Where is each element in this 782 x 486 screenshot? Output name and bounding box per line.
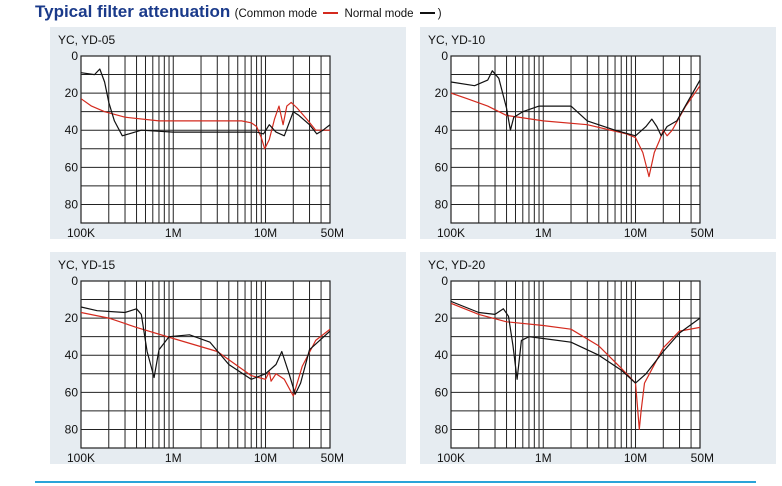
x-tick-label: 50M [321,451,344,464]
chart-panel: YC, YD-10 0 20 40 60 80 100K 1M 10M 50M [420,27,776,239]
y-tick-label: 20 [65,86,79,100]
chart-panel: YC, YD-15 0 20 40 60 80 100K 1M 10M 50M [50,252,406,464]
chart-svg: YC, YD-10 0 20 40 60 80 100K 1M 10M 50M [428,33,714,239]
series-line-normal-mode [81,306,330,395]
bottom-rule [35,481,756,483]
y-tick-label: 0 [441,274,448,288]
series-line-common-mode [81,98,330,150]
chart-panel: YC, YD-20 0 20 40 60 80 100K 1M 10M 50M [420,252,776,464]
y-tick-label: 20 [65,311,79,325]
x-tick-label: 1M [535,451,552,464]
y-tick-label: 20 [435,311,449,325]
page-title: Typical filter attenuation [35,2,231,21]
y-tick-label: 40 [65,348,79,362]
y-tick-label: 40 [435,123,449,137]
x-tick-label: 10M [254,226,277,239]
x-tick-label: 10M [624,226,647,239]
y-tick-label: 0 [441,49,448,63]
x-tick-label: 100K [67,451,95,464]
chart-header: Typical filter attenuation (Common mode … [35,2,442,24]
chart-panel: YC, YD-05 0 20 40 60 80 100K 1M 10M 50M [50,27,406,239]
legend-common-swatch [323,11,339,14]
series-line-normal-mode [81,68,330,137]
y-tick-label: 80 [435,197,449,211]
y-tick-label: 60 [435,160,449,174]
y-tick-label: 40 [435,348,449,362]
chart-title: YC, YD-20 [428,258,485,272]
y-tick-label: 60 [435,385,449,399]
legend-common-label: (Common mode [234,8,318,20]
chart-svg: YC, YD-05 0 20 40 60 80 100K 1M 10M 50M [58,33,344,239]
y-tick-label: 80 [65,197,79,211]
x-tick-label: 1M [535,226,552,239]
legend-normal-swatch [419,11,435,14]
y-tick-label: 60 [65,385,79,399]
series-line-normal-mode [451,70,700,137]
chart-svg: YC, YD-20 0 20 40 60 80 100K 1M 10M 50M [428,258,714,464]
x-tick-label: 100K [67,226,95,239]
x-tick-label: 1M [165,451,182,464]
legend: (Common mode Normal mode ) [235,8,442,20]
y-tick-label: 0 [71,49,78,63]
x-tick-label: 100K [437,451,465,464]
y-tick-label: 20 [435,86,449,100]
x-tick-label: 100K [437,226,465,239]
legend-normal-label: Normal mode [344,8,414,20]
x-tick-label: 10M [254,451,277,464]
series-line-normal-mode [451,300,700,384]
chart-title: YC, YD-15 [58,258,115,272]
y-tick-label: 80 [435,422,449,436]
chart-svg: YC, YD-15 0 20 40 60 80 100K 1M 10M 50M [58,258,344,464]
y-tick-label: 60 [65,160,79,174]
x-tick-label: 1M [165,226,182,239]
chart-title: YC, YD-10 [428,33,485,47]
series-line-common-mode [451,85,700,178]
y-tick-label: 80 [65,422,79,436]
y-tick-label: 0 [71,274,78,288]
chart-title: YC, YD-05 [58,33,115,47]
legend-close: ) [437,8,442,20]
y-tick-label: 40 [65,123,79,137]
x-tick-label: 10M [624,451,647,464]
x-tick-label: 50M [691,226,714,239]
x-tick-label: 50M [691,451,714,464]
x-tick-label: 50M [321,226,344,239]
series-line-common-mode [81,311,330,397]
